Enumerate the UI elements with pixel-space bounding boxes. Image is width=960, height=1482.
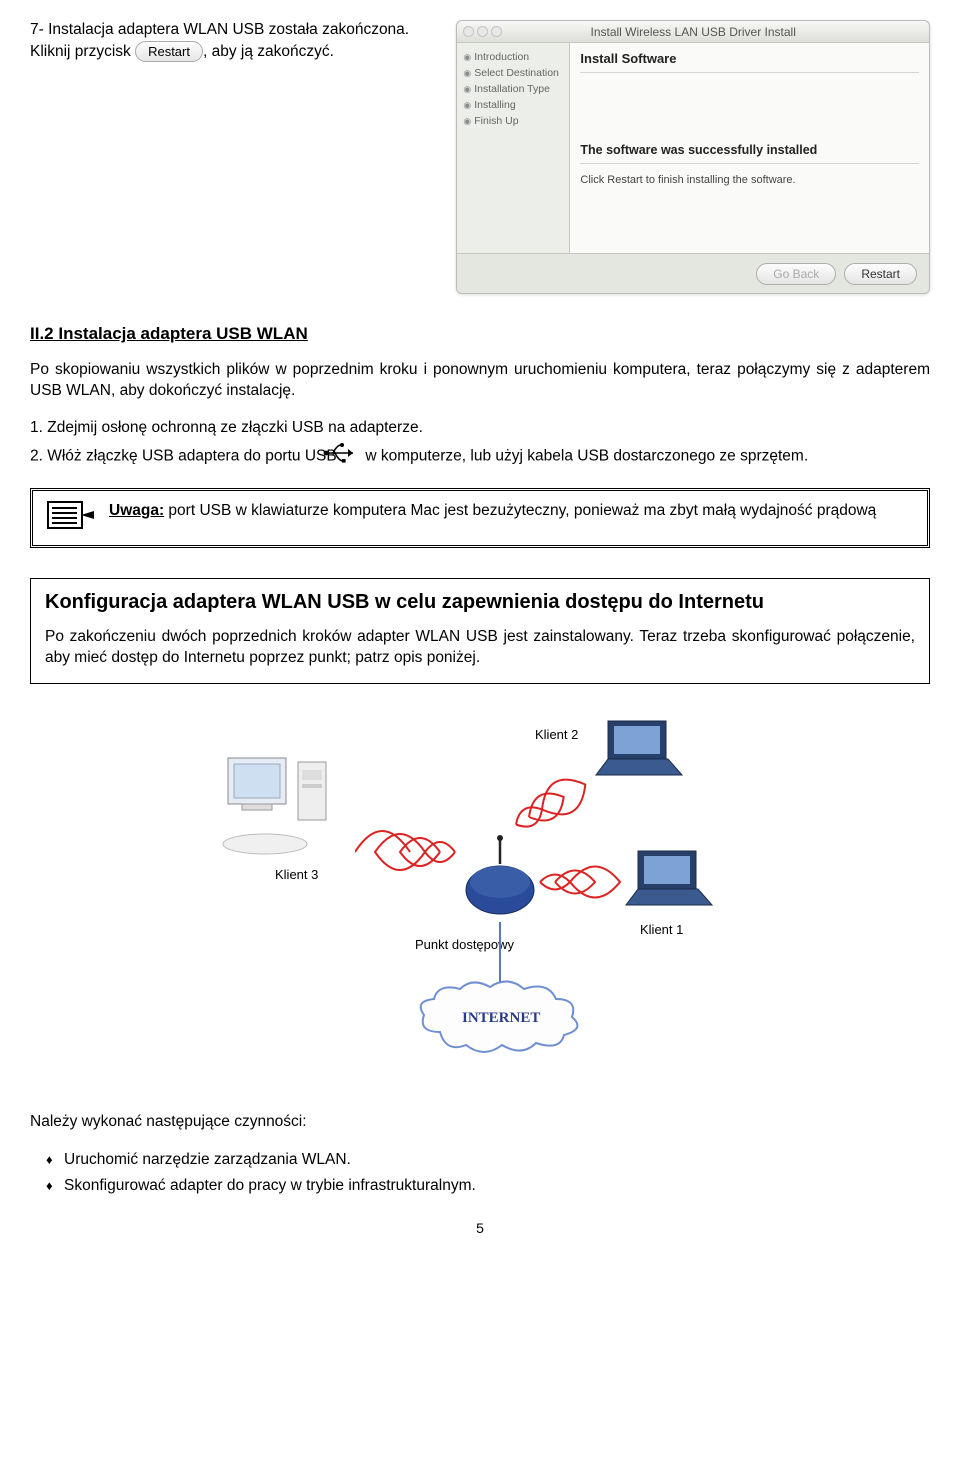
task-list: Uruchomić narzędzie zarządzania WLAN. Sk…	[46, 1147, 930, 1200]
laptop2-icon	[590, 717, 690, 787]
installer-sidebar: Introduction Select Destination Installa…	[457, 43, 569, 253]
tasks-intro: Należy wykonać następujące czynności:	[30, 1112, 930, 1133]
installer-title: Install Wireless LAN USB Driver Install	[457, 25, 929, 39]
client2-label: Klient 2	[535, 727, 578, 742]
note-icon	[47, 501, 95, 535]
installer-body: Introduction Select Destination Installa…	[457, 43, 929, 253]
ol-item-1: 1. Zdejmij osłonę ochronną ze złączki US…	[52, 416, 930, 439]
side-item: Installation Type	[463, 81, 565, 97]
network-diagram: Klient 3 Klient 2 Klient 1 Punkt dostępo…	[200, 712, 760, 1092]
ol2-a: 2. Włóż złączkę USB adaptera do portu US…	[30, 448, 341, 465]
installer-subtext: Click Restart to finish installing the s…	[580, 174, 919, 186]
step7-row: 7- Instalacja adaptera WLAN USB została …	[30, 20, 930, 294]
task-item: Uruchomić narzędzie zarządzania WLAN.	[46, 1147, 930, 1173]
side-item: Select Destination	[463, 65, 565, 81]
arcs-r-icon	[530, 847, 640, 917]
note-label: Uwaga:	[109, 502, 164, 519]
note-box: Uwaga: port USB w klawiaturze komputera …	[30, 488, 930, 548]
config-para: Po zakończeniu dwóch poprzednich kroków …	[45, 627, 915, 669]
installer-heading: Install Software	[580, 51, 919, 66]
restart-button[interactable]: Restart	[844, 263, 917, 285]
note-text: Uwaga: port USB w klawiaturze komputera …	[109, 501, 876, 522]
section2-heading: II.2 Instalacja adaptera USB WLAN	[30, 324, 930, 344]
side-item: Installing	[463, 97, 565, 113]
internet-label: INTERNET	[462, 1010, 540, 1027]
side-item: Introduction	[463, 49, 565, 65]
page-number: 5	[30, 1220, 930, 1236]
desktop-pc-icon	[220, 752, 370, 862]
installer-window: Install Wireless LAN USB Driver Install …	[456, 20, 930, 294]
client1-label: Klient 1	[640, 922, 683, 937]
config-box: Konfiguracja adaptera WLAN USB w celu za…	[30, 578, 930, 684]
restart-inline-chip: Restart	[135, 41, 203, 63]
ap-line-icon	[498, 922, 502, 982]
arcs-left-icon	[355, 812, 475, 892]
usb-icon	[345, 443, 357, 470]
side-item: Finish Up	[463, 113, 565, 129]
installer-button-row: Go Back Restart	[457, 253, 929, 293]
step7-number: 7-	[30, 21, 44, 38]
ol-item-2: 2. Włóż złączkę USB adaptera do portu US…	[52, 443, 930, 470]
step7-text: 7- Instalacja adaptera WLAN USB została …	[30, 20, 444, 294]
installer-success-text: The software was successfully installed	[580, 143, 919, 157]
note-body: port USB w klawiaturze komputera Mac jes…	[164, 502, 876, 519]
go-back-button[interactable]: Go Back	[756, 263, 836, 285]
config-heading: Konfiguracja adaptera WLAN USB w celu za…	[45, 589, 915, 615]
ol2-b: w komputerze, lub użyj kabela USB dostar…	[361, 448, 808, 465]
task-item: Skonfigurować adapter do pracy w trybie …	[46, 1173, 930, 1199]
installer-main: Install Software The software was succes…	[569, 43, 929, 253]
step7-after: , aby ją zakończyć.	[203, 43, 334, 60]
installer-titlebar: Install Wireless LAN USB Driver Install	[457, 21, 929, 43]
client3-label: Klient 3	[275, 867, 318, 882]
section2-para: Po skopiowaniu wszystkich plików w poprz…	[30, 360, 930, 402]
